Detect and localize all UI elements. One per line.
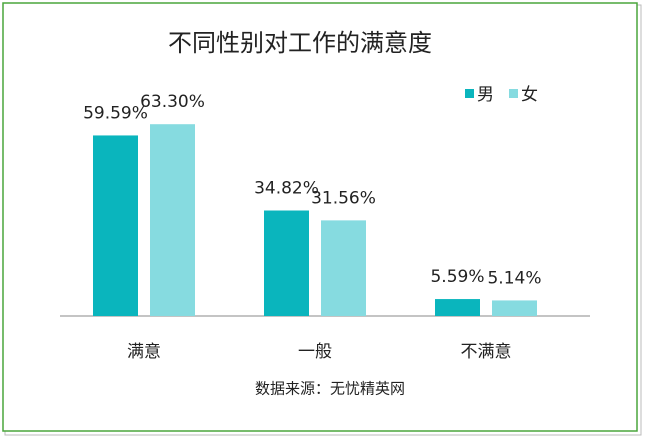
- bar: [93, 135, 138, 316]
- source-note: 数据来源：无忧精英网: [255, 380, 405, 398]
- bar: [150, 124, 195, 317]
- data-label: 5.59%: [430, 267, 484, 287]
- legend-swatch: [509, 89, 518, 98]
- data-label: 59.59%: [83, 103, 148, 123]
- data-label: 63.30%: [140, 92, 205, 112]
- x-tick-label: 一般: [298, 342, 332, 362]
- x-tick-label: 不满意: [461, 342, 512, 362]
- data-label: 34.82%: [254, 178, 319, 198]
- bar: [492, 300, 537, 316]
- data-label: 31.56%: [311, 188, 376, 208]
- x-tick-label: 满意: [127, 342, 161, 362]
- legend-label: 女: [521, 85, 538, 105]
- legend-swatch: [465, 89, 474, 98]
- bar: [435, 299, 480, 316]
- bar: [264, 210, 309, 316]
- legend-label: 男: [477, 85, 494, 105]
- chart-title: 不同性别对工作的满意度: [168, 29, 432, 57]
- bar: [321, 220, 366, 316]
- data-label: 5.14%: [487, 268, 541, 288]
